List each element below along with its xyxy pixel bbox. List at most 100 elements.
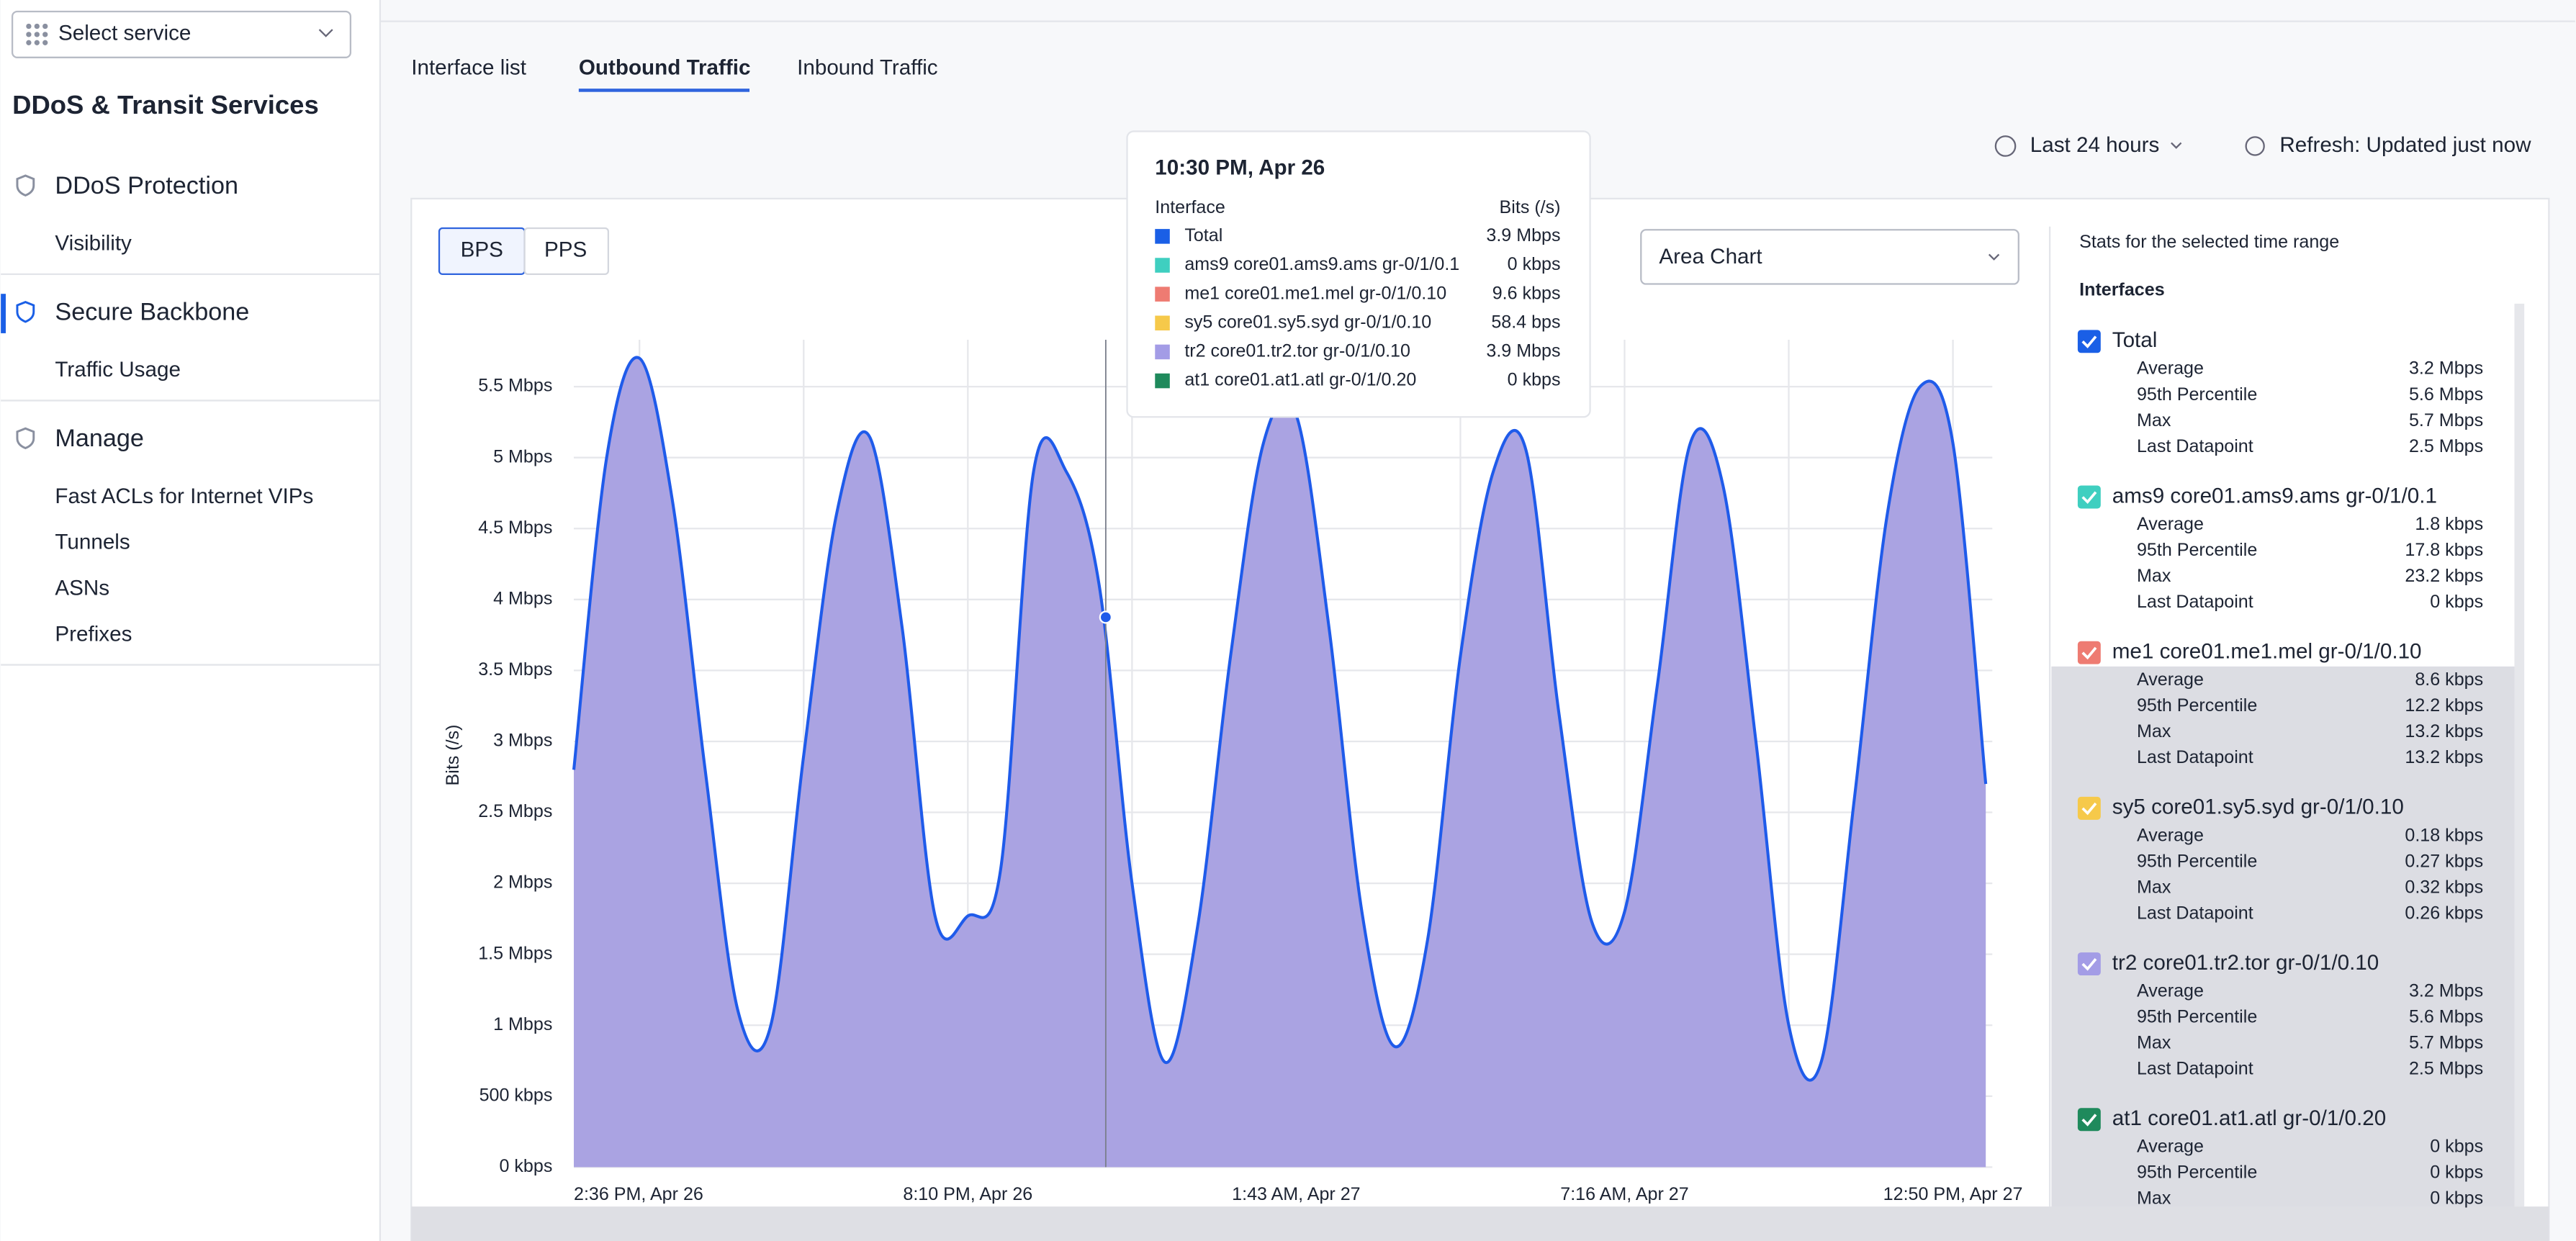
tooltip-value: 3.9 Mbps (1486, 225, 1560, 245)
stat-value: 13.2 kbps (2405, 747, 2483, 767)
stat-value: 3.2 Mbps (2409, 358, 2483, 379)
y-tick-label: 2 Mbps (493, 872, 552, 893)
sidebar-title: DDoS & Transit Services (12, 90, 319, 119)
nav-link[interactable]: ASNs (55, 577, 109, 600)
service-select[interactable] (11, 10, 352, 58)
x-tick-label: 7:16 AM, Apr 27 (1560, 1184, 1688, 1204)
section-label: Secure Backbone (55, 299, 249, 326)
stat-label: Max (2137, 721, 2171, 741)
checkbox[interactable] (2077, 796, 2101, 820)
stat-value: 3.2 Mbps (2409, 980, 2483, 1001)
y-tick-label: 3 Mbps (493, 731, 552, 751)
section-label: Manage (55, 425, 144, 452)
stat-label: Last Datapoint (2137, 436, 2253, 456)
h-scrollbar (411, 1206, 2549, 1241)
tab-underline (578, 89, 750, 92)
x-tick-label: 1:43 AM, Apr 27 (1232, 1184, 1360, 1204)
stat-value: 0.26 kbps (2405, 903, 2483, 923)
select-icon (42, 32, 48, 37)
checkbox[interactable] (2077, 485, 2101, 509)
hover-shade (2051, 666, 2515, 1209)
stat-label: Last Datapoint (2137, 903, 2253, 923)
select-icon (42, 23, 48, 30)
stat-label: Max (2137, 410, 2171, 430)
y-tick-label: 5 Mbps (493, 446, 552, 466)
nav-link[interactable]: Visibility (55, 232, 132, 256)
checkbox[interactable] (2077, 1108, 2101, 1132)
stat-value: 2.5 Mbps (2409, 1059, 2483, 1079)
stat-label: Average (2137, 669, 2204, 690)
tooltip-name: sy5 core01.sy5.syd gr-0/1/0.10 (1184, 312, 1431, 332)
active-bar (1, 294, 6, 333)
interface-name: ams9 core01.ams9.ams gr-0/1/0.1 (2112, 484, 2437, 507)
interface-name: tr2 core01.tr2.tor gr-0/1/0.10 (2112, 951, 2379, 975)
nav-link[interactable]: Fast ACLs for Internet VIPs (55, 484, 313, 508)
tooltip-name: Total (1184, 225, 1222, 245)
chevron (2171, 142, 2182, 149)
stat-value: 0 kbps (2430, 592, 2483, 612)
stat-value: 13.2 kbps (2405, 721, 2483, 741)
unit-label: PPS (544, 238, 587, 262)
tooltip-name: me1 core01.me1.mel gr-0/1/0.10 (1184, 283, 1446, 303)
stat-label: Average (2137, 1137, 2204, 1157)
stat-value: 0.27 kbps (2405, 851, 2483, 871)
tooltip-swatch (1155, 286, 1170, 302)
stat-label: 95th Percentile (2137, 1163, 2257, 1183)
y-tick-label: 4 Mbps (493, 588, 552, 608)
interface-name: Total (2112, 328, 2158, 352)
unit-button[interactable] (523, 227, 610, 275)
nav-link[interactable]: Tunnels (55, 531, 130, 554)
stat-label: Last Datapoint (2137, 592, 2253, 612)
stat-label: Average (2137, 514, 2204, 534)
interface-name: me1 core01.me1.mel gr-0/1/0.10 (2112, 640, 2422, 664)
select-icon (34, 23, 40, 30)
select-icon (26, 23, 32, 30)
select-icon (42, 40, 48, 45)
stat-value: 0 kbps (2430, 1188, 2483, 1209)
checkbox[interactable] (2077, 330, 2101, 353)
tooltip-swatch (1155, 229, 1170, 244)
scrollbar (2514, 303, 2525, 1207)
refresh[interactable]: Refresh: Updated just now (2279, 133, 2531, 157)
check (2081, 335, 2097, 348)
section-label: DDoS Protection (55, 172, 238, 199)
sidebar (1, 0, 380, 1241)
stat-value: 0.32 kbps (2405, 877, 2483, 897)
nav-link[interactable]: Traffic Usage (55, 358, 181, 382)
select-icon (34, 40, 40, 45)
check (2081, 802, 2097, 816)
refresh-icon (2245, 136, 2265, 156)
checkbox[interactable] (2077, 952, 2101, 976)
select-text: Select service (58, 22, 191, 45)
tab[interactable]: Outbound Traffic (579, 56, 751, 80)
chart-select-text: Area Chart (1659, 245, 1762, 268)
tab[interactable]: Inbound Traffic (797, 56, 938, 80)
x-tick-label: 12:50 PM, Apr 27 (1883, 1184, 2023, 1204)
interface-name: sy5 core01.sy5.syd gr-0/1/0.10 (2112, 795, 2404, 819)
y-tick-label: 1 Mbps (493, 1014, 552, 1034)
chevron (318, 29, 333, 37)
stat-value: 1.8 kbps (2415, 514, 2483, 534)
checkbox[interactable] (2077, 641, 2101, 664)
stat-value: 2.5 Mbps (2409, 436, 2483, 456)
stat-label: Max (2137, 1033, 2171, 1053)
stat-label: Max (2137, 877, 2171, 897)
chart-select[interactable] (1640, 229, 2019, 285)
stat-label: 95th Percentile (2137, 851, 2257, 871)
tooltip-swatch (1155, 315, 1170, 331)
interface-name: at1 core01.at1.atl gr-0/1/0.20 (2112, 1106, 2386, 1130)
tooltip-name: tr2 core01.tr2.tor gr-0/1/0.10 (1184, 341, 1410, 361)
range-select[interactable]: Last 24 hours (2030, 133, 2160, 157)
tab[interactable]: Interface list (411, 56, 526, 80)
check (2081, 646, 2097, 660)
nav-link[interactable]: Prefixes (55, 622, 132, 646)
select-icon (34, 32, 40, 37)
tooltip-swatch (1155, 344, 1170, 360)
stat-value: 5.7 Mbps (2409, 1033, 2483, 1053)
stat-value: 5.7 Mbps (2409, 410, 2483, 430)
tooltip-value: 9.6 kbps (1492, 283, 1561, 303)
y-tick-label: 4.5 Mbps (478, 518, 552, 538)
check (2081, 491, 2097, 505)
check (2081, 958, 2097, 971)
stats-heading: Interfaces (2079, 279, 2164, 299)
